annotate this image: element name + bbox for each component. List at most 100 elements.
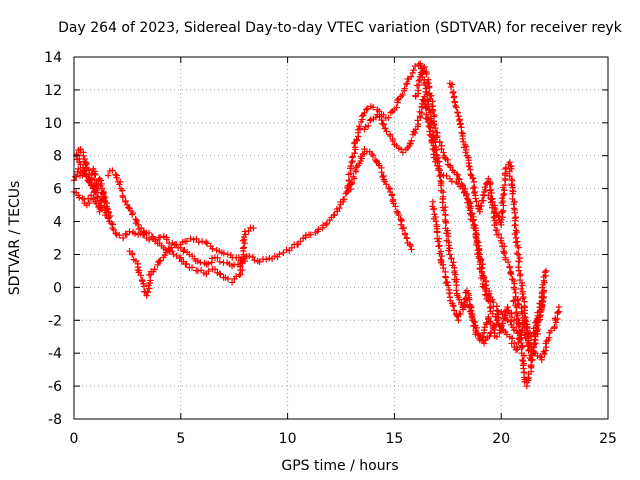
data-point [348, 154, 356, 161]
data-point [216, 270, 223, 277]
data-point [536, 300, 544, 307]
data-point [555, 303, 563, 311]
data-point [180, 248, 187, 255]
data-point [239, 266, 246, 274]
data-point [241, 257, 249, 265]
data-point [537, 353, 544, 360]
data-point [528, 357, 535, 364]
data-point [193, 235, 200, 242]
data-point [197, 259, 204, 266]
data-point [451, 307, 458, 314]
data-point [538, 292, 546, 300]
data-point [98, 204, 105, 211]
data-point [190, 236, 197, 243]
data-point [520, 352, 528, 359]
data-point [463, 190, 470, 198]
data-point [480, 272, 487, 280]
data-point [457, 120, 464, 127]
data-point [251, 256, 258, 264]
data-point [380, 121, 387, 128]
data-point [455, 113, 462, 120]
y-tick-label: -4 [48, 346, 62, 362]
data-point [420, 67, 427, 74]
data-point [486, 181, 493, 188]
data-point [242, 231, 249, 238]
x-tick-label: 25 [599, 431, 617, 447]
data-point [385, 114, 392, 121]
data-point [467, 210, 474, 217]
y-tick-label: 8 [53, 149, 62, 165]
data-point [470, 224, 477, 232]
data-point [236, 263, 244, 270]
data-point [515, 267, 523, 274]
data-point [203, 240, 211, 247]
data-point [356, 123, 363, 130]
data-point [125, 204, 132, 211]
data-point [126, 228, 133, 235]
data-point [472, 231, 479, 238]
data-point [177, 254, 184, 261]
data-point [183, 237, 191, 245]
data-point [366, 117, 374, 124]
data-point [399, 225, 406, 232]
data-point [447, 83, 455, 91]
data-point [513, 303, 520, 311]
series-trace-9 [485, 159, 550, 363]
data-point [378, 168, 385, 176]
data-point [263, 256, 270, 263]
data-point [347, 162, 355, 170]
data-point [519, 282, 526, 289]
data-point [519, 295, 527, 302]
y-tick-label: 0 [53, 280, 62, 296]
data-point [100, 190, 107, 198]
data-point [448, 255, 455, 262]
data-point [375, 108, 383, 115]
data-point [194, 267, 202, 275]
data-point [516, 254, 524, 262]
data-point [510, 205, 518, 212]
data-point [506, 159, 513, 166]
data-point [512, 221, 519, 229]
data-point [220, 250, 227, 257]
data-point [515, 251, 522, 258]
data-point [160, 233, 167, 240]
data-point [104, 215, 112, 222]
data-point [445, 247, 452, 254]
data-point [239, 245, 247, 252]
data-point [108, 219, 115, 227]
data-point [363, 106, 370, 113]
data-point [76, 194, 83, 201]
data-point [529, 347, 537, 355]
data-point [477, 202, 484, 210]
data-point [92, 171, 99, 179]
data-point [123, 201, 131, 208]
x-tick-label: 20 [492, 431, 510, 447]
data-point [491, 221, 498, 229]
data-point [431, 147, 438, 154]
data-point [440, 264, 447, 272]
x-tick-label: 0 [70, 431, 79, 447]
y-tick-label: -8 [48, 412, 62, 428]
data-point [188, 264, 196, 271]
data-point [479, 333, 486, 340]
data-point [429, 107, 437, 115]
data-point [410, 66, 417, 74]
data-point [237, 260, 245, 267]
x-axis-label: GPS time / hours [281, 458, 398, 474]
x-tick-label: 15 [385, 431, 403, 447]
data-point [507, 269, 514, 277]
data-point [436, 167, 444, 174]
series-trace-3 [126, 235, 249, 299]
y-tick-label: 4 [53, 215, 62, 231]
data-point [75, 165, 82, 173]
data-point [504, 258, 512, 266]
data-point [462, 149, 469, 156]
y-tick-label: -6 [48, 379, 62, 395]
data-point [250, 224, 257, 232]
data-marks [70, 60, 563, 390]
data-point [399, 91, 406, 99]
data-point [361, 109, 368, 117]
data-point [205, 267, 212, 275]
data-point [297, 238, 304, 245]
